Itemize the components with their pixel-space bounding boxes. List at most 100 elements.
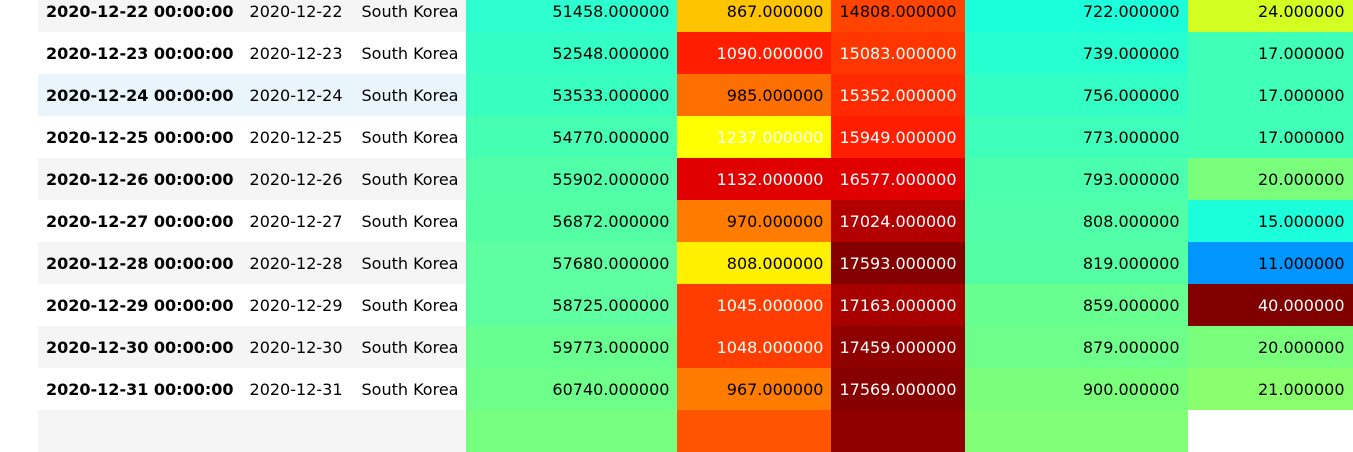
value-cell-col2: 985.000000 xyxy=(677,74,832,116)
table-row: 2020-12-24 00:00:00 2020-12-24 South Korea… xyxy=(38,74,1353,116)
table-row: 2020-12-22 00:00:00 2020-12-22 South Korea… xyxy=(38,0,1353,32)
value-cell-col3: 17569.000000 xyxy=(831,368,965,410)
value-cell-col1: 57680.000000 xyxy=(466,242,678,284)
country-cell: South Korea xyxy=(353,284,467,326)
value-cell-col4: 879.000000 xyxy=(964,326,1188,368)
table-row: 2020-12-31 00:00:00 2020-12-31 South Korea… xyxy=(38,368,1353,410)
value-cell-col1: 58725.000000 xyxy=(466,284,678,326)
date-cell: 2020-12-24 xyxy=(241,74,354,116)
value-cell-col5: 20.000000 xyxy=(1187,326,1353,368)
value-cell-col5: 17.000000 xyxy=(1187,74,1353,116)
country-cell: South Korea xyxy=(353,158,467,200)
row-index-timestamp xyxy=(38,410,242,452)
date-cell: 2020-12-30 xyxy=(241,326,354,368)
value-cell-col2: 1237.000000 xyxy=(677,116,832,158)
date-cell: 2020-12-27 xyxy=(241,200,354,242)
value-cell-col4: 756.000000 xyxy=(964,74,1188,116)
value-cell-col2: 1048.000000 xyxy=(677,326,832,368)
country-cell: South Korea xyxy=(353,74,467,116)
value-cell-col5: 17.000000 xyxy=(1187,116,1353,158)
table-row: 2020-12-26 00:00:00 2020-12-26 South Korea… xyxy=(38,158,1353,200)
value-cell-col4: 793.000000 xyxy=(964,158,1188,200)
row-index-timestamp: 2020-12-28 00:00:00 xyxy=(38,242,242,284)
country-cell: South Korea xyxy=(353,368,467,410)
row-index-timestamp: 2020-12-31 00:00:00 xyxy=(38,368,242,410)
value-cell-col3: 15352.000000 xyxy=(831,74,965,116)
table-row: 2020-12-29 00:00:00 2020-12-29 South Korea… xyxy=(38,284,1353,326)
value-cell-col1: 51458.000000 xyxy=(466,0,678,32)
value-cell-col4 xyxy=(964,410,1188,452)
value-cell-col1: 56872.000000 xyxy=(466,200,678,242)
value-cell-col4: 859.000000 xyxy=(964,284,1188,326)
value-cell-col1: 54770.000000 xyxy=(466,116,678,158)
value-cell-col1: 55902.000000 xyxy=(466,158,678,200)
table-row: 2020-12-25 00:00:00 2020-12-25 South Korea… xyxy=(38,116,1353,158)
value-cell-col3 xyxy=(831,410,965,452)
row-index-timestamp: 2020-12-22 00:00:00 xyxy=(38,0,242,32)
value-cell-col5: 11.000000 xyxy=(1187,242,1353,284)
value-cell-col1: 59773.000000 xyxy=(466,326,678,368)
table-row: 2020-12-27 00:00:00 2020-12-27 South Korea… xyxy=(38,200,1353,242)
table-row xyxy=(38,410,1353,452)
value-cell-col3: 16577.000000 xyxy=(831,158,965,200)
value-cell-col4: 900.000000 xyxy=(964,368,1188,410)
value-cell-col2 xyxy=(677,410,832,452)
value-cell-col3: 17163.000000 xyxy=(831,284,965,326)
date-cell: 2020-12-28 xyxy=(241,242,354,284)
value-cell-col3: 17593.000000 xyxy=(831,242,965,284)
date-cell: 2020-12-22 xyxy=(241,0,354,32)
value-cell-col3: 15083.000000 xyxy=(831,32,965,74)
value-cell-col5: 15.000000 xyxy=(1187,200,1353,242)
row-index-timestamp: 2020-12-25 00:00:00 xyxy=(38,116,242,158)
table-row: 2020-12-23 00:00:00 2020-12-23 South Korea… xyxy=(38,32,1353,74)
value-cell-col1: 52548.000000 xyxy=(466,32,678,74)
date-cell: 2020-12-26 xyxy=(241,158,354,200)
value-cell-col1 xyxy=(466,410,678,452)
row-index-timestamp: 2020-12-27 00:00:00 xyxy=(38,200,242,242)
value-cell-col5: 20.000000 xyxy=(1187,158,1353,200)
value-cell-col1: 53533.000000 xyxy=(466,74,678,116)
date-cell: 2020-12-23 xyxy=(241,32,354,74)
value-cell-col3: 17024.000000 xyxy=(831,200,965,242)
country-cell: South Korea xyxy=(353,32,467,74)
value-cell-col2: 1090.000000 xyxy=(677,32,832,74)
row-index-timestamp: 2020-12-24 00:00:00 xyxy=(38,74,242,116)
value-cell-col5: 40.000000 xyxy=(1187,284,1353,326)
value-cell-col2: 867.000000 xyxy=(677,0,832,32)
value-cell-col5 xyxy=(1187,410,1353,452)
row-index-timestamp: 2020-12-23 00:00:00 xyxy=(38,32,242,74)
value-cell-col4: 739.000000 xyxy=(964,32,1188,74)
value-cell-col2: 1132.000000 xyxy=(677,158,832,200)
value-cell-col2: 808.000000 xyxy=(677,242,832,284)
value-cell-col4: 819.000000 xyxy=(964,242,1188,284)
value-cell-col3: 17459.000000 xyxy=(831,326,965,368)
value-cell-col5: 17.000000 xyxy=(1187,32,1353,74)
country-cell: South Korea xyxy=(353,200,467,242)
country-cell: South Korea xyxy=(353,242,467,284)
country-cell: South Korea xyxy=(353,0,467,32)
value-cell-col2: 1045.000000 xyxy=(677,284,832,326)
date-cell xyxy=(241,410,354,452)
date-cell: 2020-12-25 xyxy=(241,116,354,158)
value-cell-col4: 773.000000 xyxy=(964,116,1188,158)
value-cell-col4: 808.000000 xyxy=(964,200,1188,242)
value-cell-col4: 722.000000 xyxy=(964,0,1188,32)
value-cell-col5: 24.000000 xyxy=(1187,0,1353,32)
value-cell-col3: 14808.000000 xyxy=(831,0,965,32)
value-cell-col2: 967.000000 xyxy=(677,368,832,410)
table-row: 2020-12-28 00:00:00 2020-12-28 South Korea… xyxy=(38,242,1353,284)
value-cell-col3: 15949.000000 xyxy=(831,116,965,158)
value-cell-col5: 21.000000 xyxy=(1187,368,1353,410)
table-body: 2020-12-22 00:00:00 2020-12-22 South Korea… xyxy=(38,0,1353,452)
date-cell: 2020-12-29 xyxy=(241,284,354,326)
value-cell-col2: 970.000000 xyxy=(677,200,832,242)
date-cell: 2020-12-31 xyxy=(241,368,354,410)
country-cell: South Korea xyxy=(353,116,467,158)
row-index-timestamp: 2020-12-26 00:00:00 xyxy=(38,158,242,200)
value-cell-col1: 60740.000000 xyxy=(466,368,678,410)
country-cell: South Korea xyxy=(353,326,467,368)
row-index-timestamp: 2020-12-30 00:00:00 xyxy=(38,326,242,368)
table-row: 2020-12-30 00:00:00 2020-12-30 South Korea… xyxy=(38,326,1353,368)
styled-dataframe: 2020-12-22 00:00:00 2020-12-22 South Korea… xyxy=(38,0,1353,452)
row-index-timestamp: 2020-12-29 00:00:00 xyxy=(38,284,242,326)
